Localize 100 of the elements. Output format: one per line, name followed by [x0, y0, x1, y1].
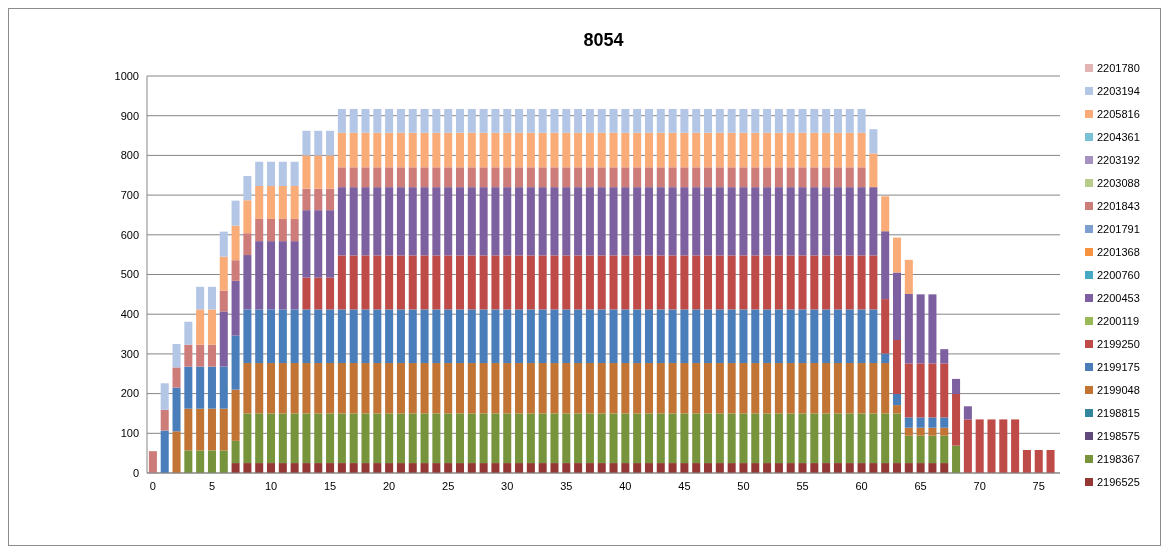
bar	[727, 463, 736, 473]
bar	[869, 187, 878, 256]
bar	[845, 309, 854, 364]
bar	[455, 463, 465, 473]
bar	[585, 108, 594, 133]
bar	[267, 241, 276, 310]
y-tick-label: 600	[120, 228, 139, 241]
bar	[432, 309, 441, 364]
bar	[810, 132, 819, 168]
bar	[361, 309, 370, 364]
bar	[302, 155, 311, 189]
bar	[916, 294, 925, 364]
bar	[337, 167, 346, 188]
bar	[267, 363, 276, 414]
bar	[538, 363, 547, 414]
bar	[408, 187, 417, 256]
bar	[231, 440, 240, 464]
bar	[444, 132, 453, 168]
bar	[349, 309, 358, 364]
bar	[503, 132, 512, 168]
bar	[574, 108, 583, 133]
bar	[373, 309, 382, 364]
bar	[857, 363, 866, 414]
bar	[597, 108, 606, 133]
bar	[1034, 449, 1043, 473]
bar	[337, 187, 346, 256]
bar	[491, 187, 500, 256]
bar	[680, 309, 689, 364]
bar	[633, 363, 642, 414]
bar	[278, 363, 287, 414]
bar	[680, 167, 689, 188]
bar	[503, 363, 512, 414]
bar	[952, 378, 961, 394]
bar	[385, 167, 394, 188]
bar	[857, 413, 866, 464]
bar	[184, 344, 193, 367]
bar	[172, 343, 181, 368]
bar	[668, 309, 677, 364]
bar	[314, 277, 323, 310]
bar	[810, 255, 819, 310]
bar	[963, 419, 972, 473]
bar	[680, 463, 689, 473]
bar	[940, 427, 949, 436]
bar	[267, 218, 276, 242]
bar	[798, 255, 807, 310]
bar	[822, 187, 831, 256]
bar	[196, 286, 205, 310]
x-tick-label: 25	[442, 480, 455, 492]
bar	[822, 132, 831, 168]
bar	[704, 132, 713, 168]
bar	[881, 463, 890, 473]
bar	[302, 130, 311, 156]
bar	[326, 309, 335, 364]
bar	[574, 167, 583, 188]
x-tick-label: 50	[737, 480, 750, 492]
bar	[432, 132, 441, 168]
bar	[869, 153, 878, 188]
bar	[798, 108, 807, 133]
bar	[326, 463, 335, 473]
bar	[692, 187, 701, 256]
bar	[892, 463, 902, 473]
bar	[869, 413, 878, 464]
bar	[326, 363, 335, 414]
bar	[892, 272, 902, 341]
legend-label: 2203194	[1097, 84, 1140, 97]
bar	[633, 187, 642, 256]
bar	[715, 132, 724, 168]
bar	[444, 363, 453, 414]
y-tick-label: 700	[120, 188, 139, 201]
bar	[479, 167, 488, 188]
bar	[420, 363, 429, 414]
bar	[739, 309, 748, 364]
bar	[255, 241, 264, 310]
bar	[680, 108, 689, 133]
bar	[822, 413, 831, 464]
bar	[396, 413, 405, 464]
bar	[207, 286, 216, 310]
bar	[515, 309, 524, 364]
bar	[337, 255, 346, 310]
bar	[361, 132, 370, 168]
bar	[798, 309, 807, 364]
bar	[798, 363, 807, 414]
bar	[656, 363, 665, 414]
bar	[751, 108, 760, 133]
bar	[455, 187, 465, 256]
bar	[491, 463, 500, 473]
bar	[810, 413, 819, 464]
bar	[479, 309, 488, 364]
bar	[774, 167, 783, 188]
bar	[892, 340, 902, 394]
bar	[692, 167, 701, 188]
bar	[597, 413, 606, 464]
bar	[255, 185, 264, 219]
bar	[361, 187, 370, 256]
bar	[491, 132, 500, 168]
bar	[184, 408, 193, 451]
bar	[408, 413, 417, 464]
bar	[715, 255, 724, 310]
bar	[491, 363, 500, 414]
bar	[467, 413, 476, 464]
